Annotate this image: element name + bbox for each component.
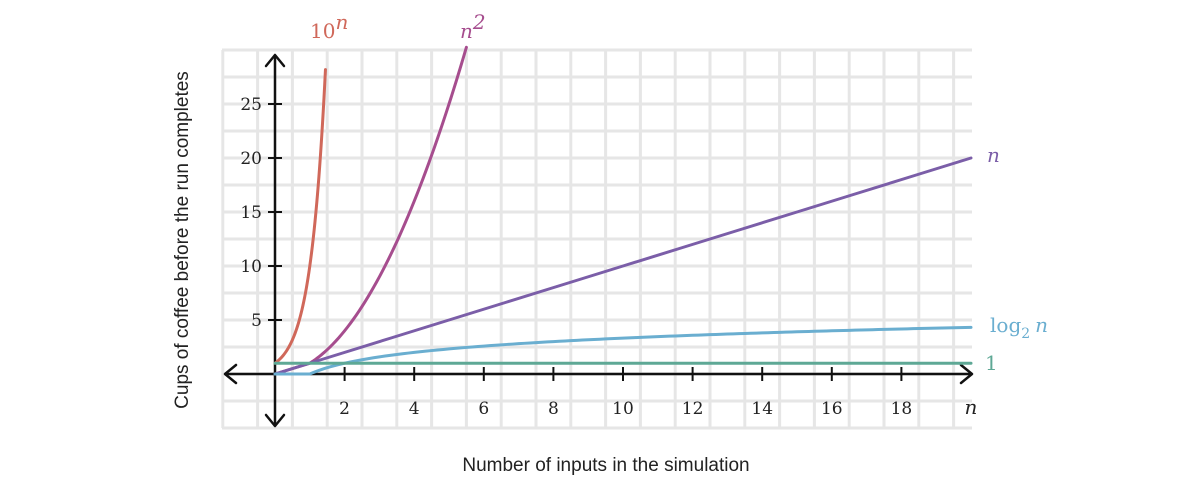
x-tick-label: 8 [548, 399, 559, 419]
ticks: 2 4 6 8 10 12 14 16 18 5 10 15 20 25 n [240, 95, 977, 419]
x-tick-label: 16 [821, 399, 843, 419]
x-axis-name: n [965, 395, 978, 419]
series-line-2 [273, 156, 973, 376]
series-label-2: n [987, 143, 1000, 167]
series-label-1: n2 [460, 10, 486, 43]
x-tick-label: 12 [682, 399, 704, 419]
series-line-1 [273, 45, 468, 376]
y-axis-title: Cups of coffee before the run completes [172, 71, 193, 409]
series-lines [273, 45, 973, 376]
x-tick-label: 10 [612, 399, 634, 419]
x-axis-arrow-right [959, 363, 974, 385]
x-axis-title: Number of inputs in the simulation [462, 455, 749, 476]
series-label-3: log2 n [990, 313, 1048, 342]
grid [221, 48, 972, 430]
series-line-3 [273, 325, 973, 376]
x-tick-label: 2 [339, 399, 350, 419]
y-axis-arrow-down [264, 413, 286, 428]
y-tick-label: 15 [240, 203, 262, 223]
x-tick-label: 4 [409, 399, 420, 419]
y-tick-label: 20 [240, 149, 262, 169]
series-labels: 10n n2 n log2 n 1 [310, 10, 1048, 375]
series-label-0: 10n [310, 10, 348, 43]
y-axis-arrow-up [264, 53, 286, 68]
x-tick-label: 6 [478, 399, 489, 419]
y-tick-label: 25 [240, 95, 262, 115]
series-line-0 [273, 68, 327, 365]
x-tick-label: 14 [751, 399, 773, 419]
y-tick-label: 10 [240, 257, 262, 277]
series-label-4: 1 [985, 351, 998, 375]
x-axis-arrow-left [223, 363, 238, 385]
x-tick-label: 18 [891, 399, 913, 419]
y-tick-label: 5 [251, 311, 262, 331]
